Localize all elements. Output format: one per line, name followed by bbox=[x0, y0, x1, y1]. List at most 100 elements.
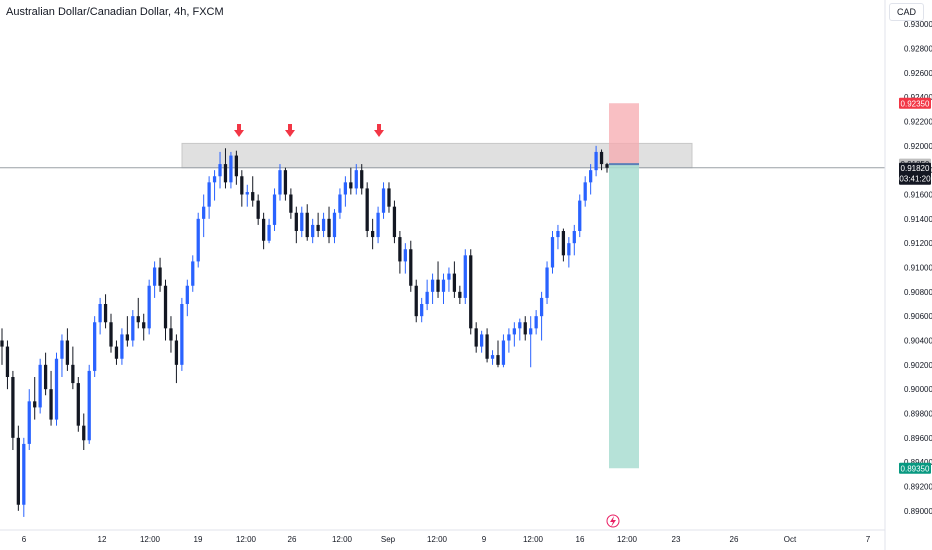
candle-body bbox=[147, 285, 151, 329]
candle-body bbox=[185, 285, 189, 304]
candle-body bbox=[316, 224, 320, 231]
candle-body bbox=[430, 279, 435, 292]
candle-body bbox=[338, 194, 342, 213]
price-tick-label: 0.91600 bbox=[904, 191, 932, 200]
price-label-text: 0.89350 bbox=[901, 464, 930, 473]
price-tick-label: 0.90400 bbox=[904, 337, 932, 346]
price-tick-label: 0.92600 bbox=[904, 69, 932, 78]
price-tick-label: 0.89800 bbox=[904, 410, 932, 419]
price-tick-label: 0.90800 bbox=[904, 288, 932, 297]
price-label-text: 0.91820 bbox=[901, 164, 930, 173]
down-arrow-marker bbox=[234, 124, 244, 137]
price-tick-label: 0.89600 bbox=[904, 434, 932, 443]
down-arrow-marker bbox=[285, 124, 295, 137]
lightning-icon bbox=[606, 514, 620, 528]
countdown-label: 03:41:20 bbox=[899, 175, 931, 184]
price-tick-label: 0.92200 bbox=[904, 118, 932, 127]
candle-body bbox=[142, 322, 146, 329]
candle-body bbox=[218, 164, 222, 177]
candle-body bbox=[463, 255, 467, 298]
candle-body bbox=[131, 316, 135, 341]
candle-body bbox=[0, 340, 4, 347]
candle-body bbox=[103, 304, 108, 323]
candle-body bbox=[120, 334, 124, 359]
price-tick-label: 0.92000 bbox=[904, 142, 932, 151]
price-tick-label: 0.89000 bbox=[904, 507, 932, 516]
candle-body bbox=[109, 322, 113, 347]
candle-body bbox=[169, 328, 173, 341]
price-tick-label: 0.93000 bbox=[904, 20, 932, 29]
candle-body bbox=[392, 206, 397, 238]
candle-body bbox=[278, 170, 282, 195]
price-tick-label: 0.91200 bbox=[904, 239, 932, 248]
candle-body bbox=[550, 237, 555, 268]
candle-body bbox=[518, 322, 522, 329]
candle-body bbox=[82, 425, 86, 441]
price-label-box bbox=[899, 162, 931, 185]
candle-body bbox=[76, 383, 80, 426]
down-arrow-marker bbox=[374, 124, 384, 137]
price-tick-label: 0.90200 bbox=[904, 361, 932, 370]
candle-body bbox=[267, 224, 271, 241]
price-tick-label: 0.89400 bbox=[904, 458, 932, 467]
candle-body bbox=[212, 176, 217, 183]
stop-loss-zone bbox=[609, 103, 639, 165]
candle-body bbox=[436, 279, 440, 292]
price-axis[interactable]: 0.93000 0.92800 0.92600 0.92400 0.92200 0.920… bbox=[884, 0, 932, 550]
currency-selector[interactable]: CAD bbox=[888, 3, 924, 21]
take-profit-zone bbox=[609, 164, 639, 469]
candle-body bbox=[234, 155, 239, 177]
time-tick-label: Oct bbox=[784, 535, 797, 544]
candle-body bbox=[420, 304, 424, 317]
candle-body bbox=[27, 401, 31, 444]
candle-body bbox=[11, 377, 15, 438]
candle-body bbox=[87, 370, 91, 441]
candle-body bbox=[229, 155, 233, 183]
candle-body bbox=[447, 273, 451, 280]
candle-body bbox=[207, 182, 211, 207]
candle-body bbox=[441, 279, 446, 292]
candle-body bbox=[65, 340, 70, 365]
time-axis[interactable]: 6 12 12:00 19 12:00 26 12:00 Sep 12:00 9 12:00 16 12… bbox=[0, 529, 885, 544]
candle-body bbox=[136, 316, 140, 323]
candle-body bbox=[93, 322, 97, 371]
candle-body bbox=[245, 192, 249, 195]
time-tick-label: 12 bbox=[98, 535, 107, 544]
candle-body bbox=[485, 334, 489, 359]
candle-body bbox=[507, 334, 511, 341]
candle-body bbox=[381, 188, 386, 213]
time-tick-label: 12:00 bbox=[140, 535, 161, 544]
candle-body bbox=[202, 206, 206, 219]
candle-body bbox=[556, 231, 560, 238]
candle-body bbox=[332, 212, 337, 238]
candle-body bbox=[365, 188, 369, 231]
time-tick-label: 12:00 bbox=[523, 535, 544, 544]
candle-body bbox=[589, 170, 593, 183]
candle-body bbox=[354, 170, 358, 189]
candle-body bbox=[469, 255, 473, 329]
candle-body bbox=[294, 212, 298, 231]
candle-body bbox=[38, 364, 42, 408]
price-label-text: 0.92350 bbox=[901, 99, 930, 108]
candle-body bbox=[561, 231, 566, 256]
candle-body bbox=[583, 182, 587, 201]
candle-body bbox=[289, 194, 293, 213]
candle-body bbox=[529, 328, 533, 335]
time-tick-label: 19 bbox=[194, 535, 203, 544]
time-tick-label: 12:00 bbox=[332, 535, 353, 544]
price-tick-label: 0.92400 bbox=[904, 93, 932, 102]
candle-body bbox=[43, 364, 48, 390]
candle-body bbox=[545, 267, 549, 298]
candle-body bbox=[539, 297, 544, 317]
candle-body bbox=[599, 151, 604, 165]
candle-body bbox=[458, 291, 462, 298]
candle-body bbox=[311, 224, 315, 238]
candle-body bbox=[272, 194, 277, 225]
candle-body bbox=[16, 437, 20, 505]
price-label-box bbox=[899, 462, 931, 474]
candle-body bbox=[223, 164, 228, 183]
time-tick-label: 16 bbox=[576, 535, 585, 544]
time-tick-label: 23 bbox=[672, 535, 681, 544]
